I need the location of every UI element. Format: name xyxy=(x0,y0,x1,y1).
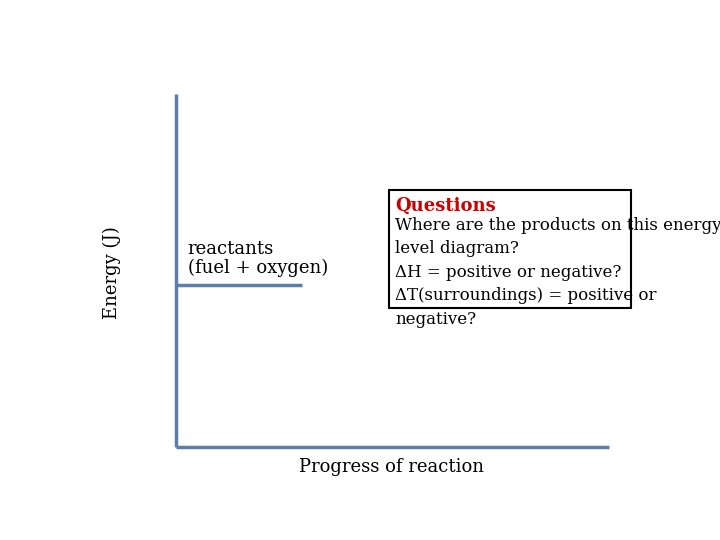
Text: Where are the products on this energy
level diagram?
ΔH = positive or negative?
: Where are the products on this energy le… xyxy=(395,217,720,328)
Text: (fuel + oxygen): (fuel + oxygen) xyxy=(188,259,328,277)
Text: reactants: reactants xyxy=(188,240,274,258)
FancyBboxPatch shape xyxy=(389,190,631,308)
Text: Progress of reaction: Progress of reaction xyxy=(299,458,484,476)
Text: Questions: Questions xyxy=(395,197,496,215)
Text: Energy (J): Energy (J) xyxy=(103,226,122,319)
